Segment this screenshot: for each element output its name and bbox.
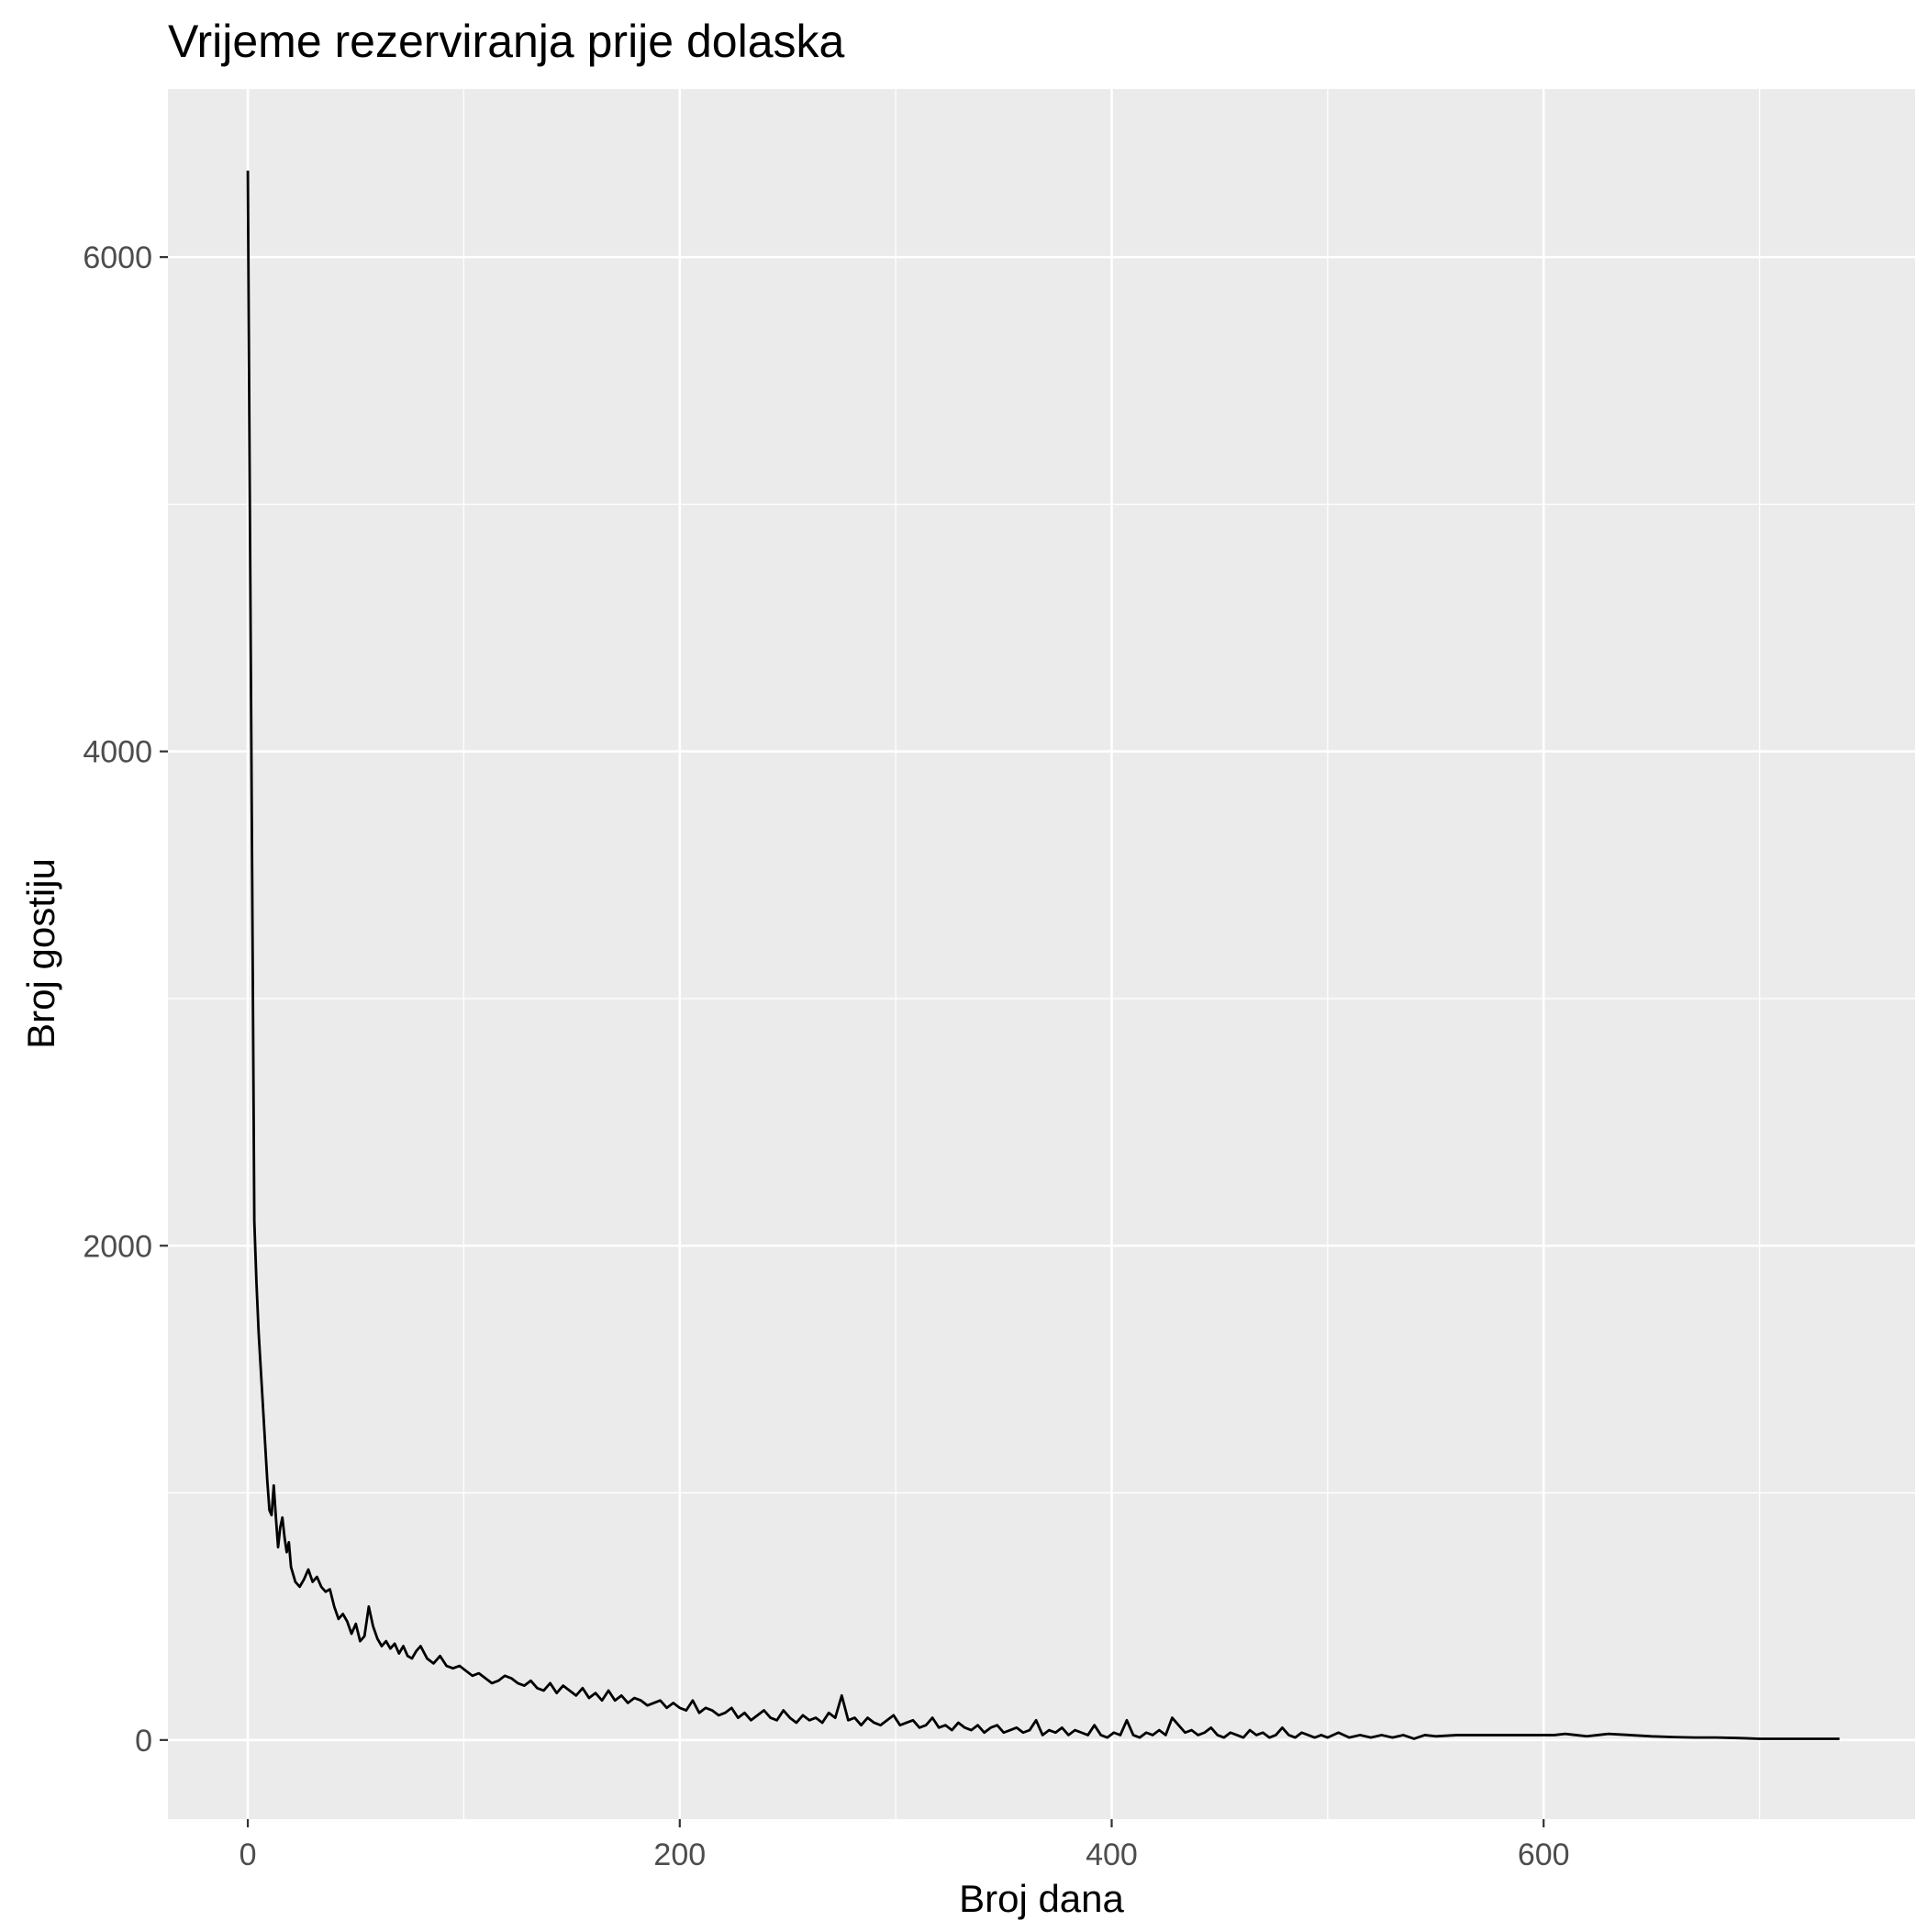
x-axis: 0 200 400 600 bbox=[239, 1819, 1570, 1872]
y-axis: 0 2000 4000 6000 bbox=[83, 240, 168, 1759]
y-tick-label: 6000 bbox=[83, 240, 152, 275]
x-tick-label: 400 bbox=[1086, 1837, 1138, 1872]
minor-gridlines bbox=[168, 89, 1915, 1819]
series-group bbox=[246, 170, 1840, 1740]
series-line bbox=[246, 170, 1840, 1740]
x-tick-label: 200 bbox=[653, 1837, 706, 1872]
y-tick-label: 0 bbox=[135, 1724, 152, 1759]
y-tick-label: 2000 bbox=[83, 1229, 152, 1264]
x-tick-label: 0 bbox=[239, 1837, 257, 1872]
plot-panel bbox=[168, 89, 1915, 1819]
y-tick-label: 4000 bbox=[83, 735, 152, 770]
major-gridlines bbox=[168, 89, 1915, 1819]
x-axis-title: Broj dana bbox=[959, 1877, 1124, 1920]
y-axis-title: Broj gostiju bbox=[19, 858, 62, 1049]
chart-title: Vrijeme rezerviranja prije dolaska bbox=[168, 16, 845, 67]
x-tick-label: 600 bbox=[1518, 1837, 1570, 1872]
